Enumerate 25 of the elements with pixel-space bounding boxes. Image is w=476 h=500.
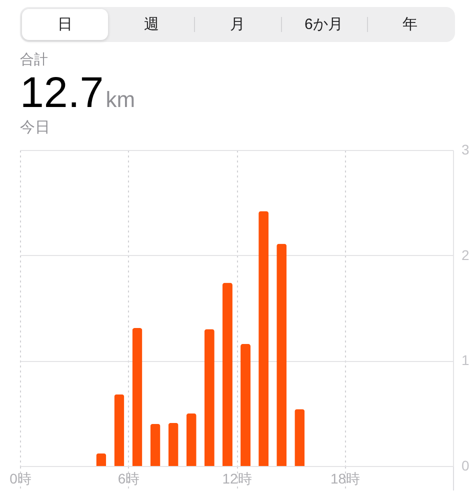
bar — [294, 409, 305, 466]
bar — [276, 244, 287, 466]
chart-subtitle: 今日 — [20, 118, 50, 137]
y-tick-label: 1 — [462, 352, 470, 368]
bar — [222, 282, 232, 466]
x-tick-label: 18時 — [330, 470, 360, 486]
bar — [168, 422, 178, 466]
bar — [204, 329, 214, 466]
text: km — [106, 87, 136, 112]
x-tick-label: 0時 — [10, 470, 32, 486]
y-tick-label: 3 — [462, 142, 470, 158]
bar — [240, 344, 251, 466]
bar — [186, 413, 196, 466]
x-tick-label: 12時 — [222, 470, 252, 486]
y-tick-label: 0 — [462, 458, 470, 474]
bar — [258, 211, 269, 466]
bar — [114, 394, 124, 466]
segmented-control: 日 週 月 6か月 年 — [20, 7, 455, 42]
x-tick-label: 6時 — [118, 470, 140, 486]
bar — [132, 328, 142, 466]
text: 合計 — [20, 51, 48, 69]
y-tick-label: 2 — [462, 246, 470, 263]
bar — [150, 424, 160, 466]
bar — [96, 453, 106, 466]
chart-title: 12.7 — [20, 69, 104, 117]
